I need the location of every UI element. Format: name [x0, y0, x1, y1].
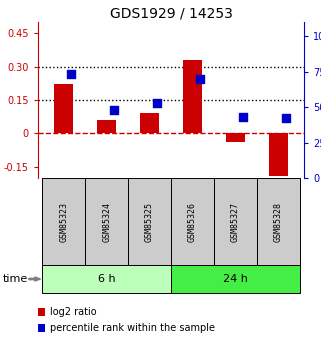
Text: GSM85328: GSM85328	[274, 201, 283, 242]
Point	[112, 107, 117, 113]
Bar	[214, 178, 257, 265]
Text: 24 h: 24 h	[223, 274, 248, 284]
Text: percentile rank within the sample: percentile rank within the sample	[50, 323, 215, 333]
Bar	[42, 178, 85, 265]
Bar	[97, 120, 116, 134]
Bar	[257, 178, 300, 265]
Bar	[183, 60, 202, 134]
Point	[283, 116, 289, 121]
Text: time: time	[3, 274, 29, 284]
Point	[155, 100, 160, 106]
Point	[240, 114, 246, 120]
Text: GSM85324: GSM85324	[102, 201, 111, 242]
Text: GSM85326: GSM85326	[188, 201, 197, 242]
Bar	[226, 134, 245, 142]
Point	[69, 72, 74, 77]
Title: GDS1929 / 14253: GDS1929 / 14253	[109, 7, 232, 21]
Text: 6 h: 6 h	[98, 274, 116, 284]
Bar	[54, 85, 74, 134]
Text: GSM85327: GSM85327	[231, 201, 240, 242]
Bar	[128, 178, 171, 265]
Text: GSM85323: GSM85323	[59, 201, 68, 242]
Bar	[269, 134, 288, 176]
Bar	[171, 178, 214, 265]
Point	[198, 76, 203, 81]
Text: log2 ratio: log2 ratio	[50, 307, 97, 317]
Bar	[171, 265, 300, 293]
Bar	[42, 265, 171, 293]
Bar	[140, 114, 159, 134]
Bar	[85, 178, 128, 265]
Text: GSM85325: GSM85325	[145, 201, 154, 242]
